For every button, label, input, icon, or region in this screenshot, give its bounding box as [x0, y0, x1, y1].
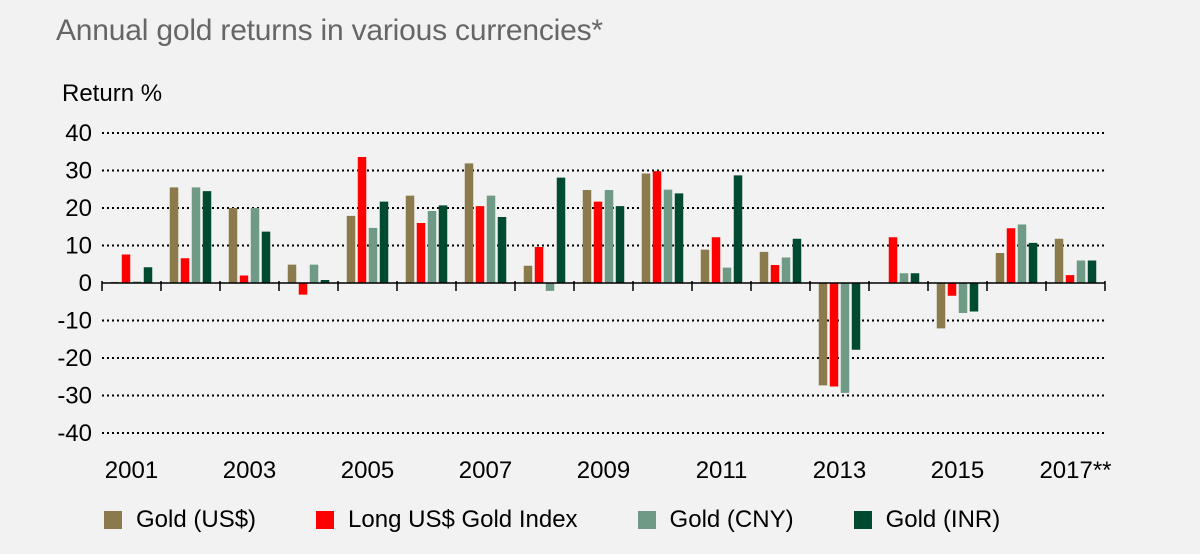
bar-gold-cny-2013: [840, 283, 850, 393]
legend-item-gold-cny: Gold (CNY): [637, 506, 794, 534]
bar-long-us-gold-index-2001: [121, 254, 131, 283]
bar-gold-inr-2009: [615, 206, 625, 284]
bar-long-us-gold-index-2003: [239, 275, 249, 283]
legend-swatch-gold-cny: [637, 511, 656, 529]
bar-long-us-gold-index-2017: [1065, 275, 1075, 284]
bar-gold-inr-2003: [261, 231, 271, 284]
bar-long-us-gold-index-2005: [357, 157, 367, 283]
x-tick-label: 2001: [105, 457, 158, 484]
bar-long-us-gold-index-2015: [947, 283, 957, 296]
x-tick-label: 2007: [459, 457, 512, 484]
x-tick-label: 2013: [813, 457, 866, 484]
bar-long-us-gold-index-2007: [475, 206, 485, 284]
bar-gold-inr-2014: [910, 273, 920, 283]
legend-item-gold-usd: Gold (US$): [104, 506, 256, 534]
bar-gold-inr-2016: [1028, 242, 1038, 284]
bar-gold-cny-2003: [250, 208, 260, 283]
y-tick-label: 10: [65, 233, 92, 260]
y-tick-label: 40: [65, 120, 92, 147]
bar-gold-inr-2011: [733, 175, 743, 284]
y-tick-label: -40: [57, 420, 92, 447]
chart-title: Annual gold returns in various currencie…: [56, 14, 603, 47]
legend-swatch-long-usd-gold-index: [316, 511, 335, 529]
bar-gold-us-2013: [818, 283, 828, 386]
bar-gold-cny-2002: [191, 187, 201, 284]
bar-long-us-gold-index-2010: [652, 171, 662, 283]
legend-label-gold-cny: Gold (CNY): [669, 506, 794, 533]
bar-gold-inr-2001: [143, 267, 153, 283]
bar-gold-us-2015: [936, 283, 946, 329]
legend-swatch-gold-usd: [104, 511, 122, 529]
bar-long-us-gold-index-2002: [180, 258, 190, 283]
bar-long-us-gold-index-2011: [711, 237, 721, 283]
bar-gold-us-2005: [346, 215, 356, 284]
y-tick-label: 30: [65, 158, 92, 185]
legend: Gold (US$) Long US$ Gold Index Gold (CNY…: [104, 506, 1000, 534]
bar-long-us-gold-index-2008: [534, 247, 544, 283]
bar-gold-cny-2004: [309, 264, 319, 284]
bar-gold-us-2007: [464, 163, 474, 284]
bar-gold-us-2011: [700, 249, 710, 284]
bar-long-us-gold-index-2006: [416, 223, 426, 283]
bar-long-us-gold-index-2012: [770, 265, 780, 283]
y-tick-label: -20: [57, 345, 92, 372]
bar-gold-inr-2004: [320, 280, 330, 283]
bar-gold-inr-2015: [969, 283, 979, 312]
bar-gold-us-2002: [169, 187, 179, 284]
bar-gold-us-2016: [995, 253, 1005, 283]
bar-chart: 40 30 20 10 0 -10 -20 -30 -40 2001 2003 2005 2007 200…: [57, 120, 1111, 484]
bar-gold-inr-2017: [1087, 260, 1097, 283]
x-tick-label: 2003: [223, 457, 276, 484]
bar-long-us-gold-index-2013: [829, 283, 839, 387]
bar-gold-us-2010: [641, 173, 651, 283]
bar-long-us-gold-index-2004: [298, 283, 308, 295]
bar-gold-cny-2011: [722, 267, 732, 284]
x-tick-label: 2011: [696, 457, 748, 484]
bar-gold-cny-2008: [545, 283, 555, 291]
bar-gold-cny-2014: [899, 273, 909, 283]
bar-long-us-gold-index-2014: [888, 237, 898, 283]
bar-gold-cny-2015: [958, 283, 968, 313]
y-tick-label: 0: [79, 270, 92, 297]
legend-item-long-usd-gold-index: Long US$ Gold Index: [316, 506, 578, 534]
bar-gold-inr-2006: [438, 205, 448, 284]
bar-gold-cny-2017: [1076, 260, 1086, 283]
bar-gold-inr-2010: [674, 193, 684, 284]
bar-gold-inr-2005: [379, 201, 389, 284]
x-tick-label: 2017**: [1039, 457, 1111, 484]
x-tick-label: 2009: [577, 457, 630, 484]
bar-gold-us-2003: [228, 208, 238, 283]
bar-gold-us-2009: [582, 190, 592, 283]
x-tick-label: 2015: [931, 457, 984, 484]
bar-gold-inr-2007: [497, 217, 507, 283]
bar-gold-us-2012: [759, 251, 769, 284]
y-tick-label: -30: [57, 383, 92, 410]
bar-gold-cny-2009: [604, 190, 614, 283]
bar-long-us-gold-index-2016: [1006, 228, 1016, 283]
bar-gold-us-2004: [287, 264, 297, 284]
legend-item-gold-inr: Gold (INR): [853, 506, 1001, 534]
legend-label-gold-inr: Gold (INR): [885, 506, 1001, 533]
bar-gold-cny-2016: [1017, 224, 1027, 283]
legend-swatch-gold-inr: [853, 511, 872, 529]
y-tick-label: 20: [65, 195, 92, 222]
bar-gold-cny-2012: [781, 257, 791, 283]
y-tick-label: -10: [57, 308, 92, 335]
x-tick-label: 2005: [341, 457, 394, 484]
bar-gold-cny-2010: [663, 189, 673, 284]
bar-gold-us-2017: [1054, 238, 1064, 283]
bar-gold-inr-2012: [792, 238, 802, 283]
bar-gold-cny-2005: [368, 227, 378, 284]
legend-label-gold-usd: Gold (US$): [136, 506, 257, 533]
bar-gold-inr-2013: [851, 283, 861, 350]
bar-gold-us-2008: [523, 265, 533, 283]
bar-long-us-gold-index-2009: [593, 201, 603, 284]
y-axis-label: Return %: [62, 80, 163, 107]
bar-gold-inr-2008: [556, 177, 566, 284]
bar-gold-us-2006: [405, 195, 415, 284]
legend-label-long-usd-gold-index: Long US$ Gold Index: [348, 506, 578, 533]
bar-gold-cny-2006: [427, 211, 437, 283]
bar-gold-cny-2007: [486, 195, 496, 284]
bar-gold-inr-2002: [202, 191, 212, 284]
